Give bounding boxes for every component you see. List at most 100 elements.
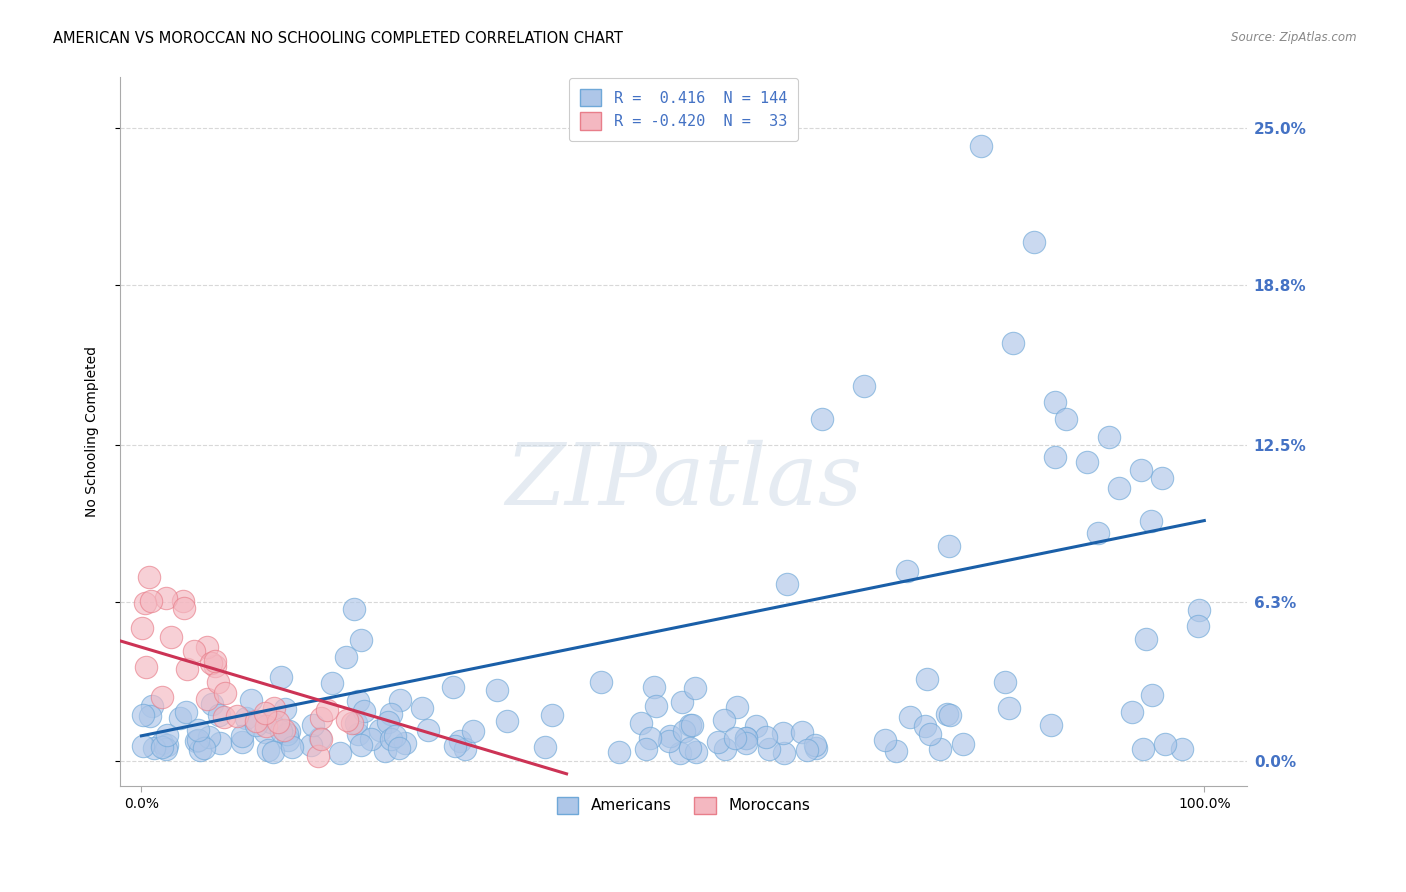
Point [200,697,222,711]
Point [810,412,832,426]
Point [1153,737,1175,751]
Point [775,577,797,591]
Point [1129,463,1152,477]
Point [254,725,277,739]
Point [630,716,652,731]
Point [388,741,411,756]
Point [273,723,295,737]
Point [239,693,262,707]
Point [347,694,370,708]
Point [262,745,284,759]
Point [309,711,332,725]
Point [898,710,921,724]
Point [155,741,177,756]
Point [307,749,329,764]
Point [444,739,467,754]
Point [309,732,332,747]
Text: ZIPatlas: ZIPatlas [505,441,862,523]
Point [380,707,402,722]
Point [245,714,267,729]
Point [309,731,332,745]
Point [155,591,177,605]
Point [187,723,209,737]
Point [685,746,707,760]
Point [970,138,993,153]
Point [193,741,215,756]
Point [135,660,157,674]
Y-axis label: No Schooling Completed: No Schooling Completed [86,346,100,517]
Point [1121,705,1143,719]
Point [1039,717,1062,731]
Point [1001,336,1024,351]
Point [938,707,960,722]
Point [1132,742,1154,756]
Point [350,632,373,647]
Point [803,738,825,752]
Point [534,739,557,754]
Point [1024,235,1046,249]
Point [681,718,703,732]
Point [1188,603,1211,617]
Point [938,539,960,553]
Point [139,594,162,608]
Point [1098,430,1121,444]
Point [131,621,153,635]
Point [411,700,433,714]
Point [1045,450,1067,465]
Point [790,725,813,739]
Point [226,708,249,723]
Point [156,727,179,741]
Point [1142,688,1164,702]
Point [343,602,366,616]
Point [336,714,359,728]
Text: Source: ZipAtlas.com: Source: ZipAtlas.com [1232,31,1357,45]
Point [1171,742,1194,756]
Point [671,695,693,709]
Point [997,700,1019,714]
Point [935,707,957,722]
Point [132,708,155,723]
Point [301,738,323,752]
Point [454,742,477,756]
Point [245,717,267,731]
Point [231,735,253,749]
Point [200,656,222,670]
Point [755,730,778,744]
Point [389,693,412,707]
Point [274,702,297,716]
Point [394,735,416,749]
Point [260,715,283,730]
Point [368,723,391,737]
Point [724,731,747,745]
Point [270,670,292,684]
Point [132,739,155,753]
Point [280,739,302,754]
Point [735,737,758,751]
Point [235,710,257,724]
Point [340,716,363,731]
Point [1087,526,1109,541]
Point [1150,470,1173,484]
Point [745,718,768,732]
Point [277,733,299,747]
Point [329,746,352,760]
Point [197,731,219,745]
Point [174,705,197,719]
Point [188,743,211,757]
Point [416,723,439,737]
Point [214,686,236,700]
Point [335,650,357,665]
Point [184,734,207,748]
Point [172,593,194,607]
Point [344,715,367,730]
Point [353,704,375,718]
Point [204,659,226,673]
Point [150,690,173,705]
Point [638,731,661,746]
Point [853,379,876,393]
Point [276,727,298,741]
Point [254,706,277,720]
Point [886,744,908,758]
Point [1054,412,1077,426]
Point [156,738,179,752]
